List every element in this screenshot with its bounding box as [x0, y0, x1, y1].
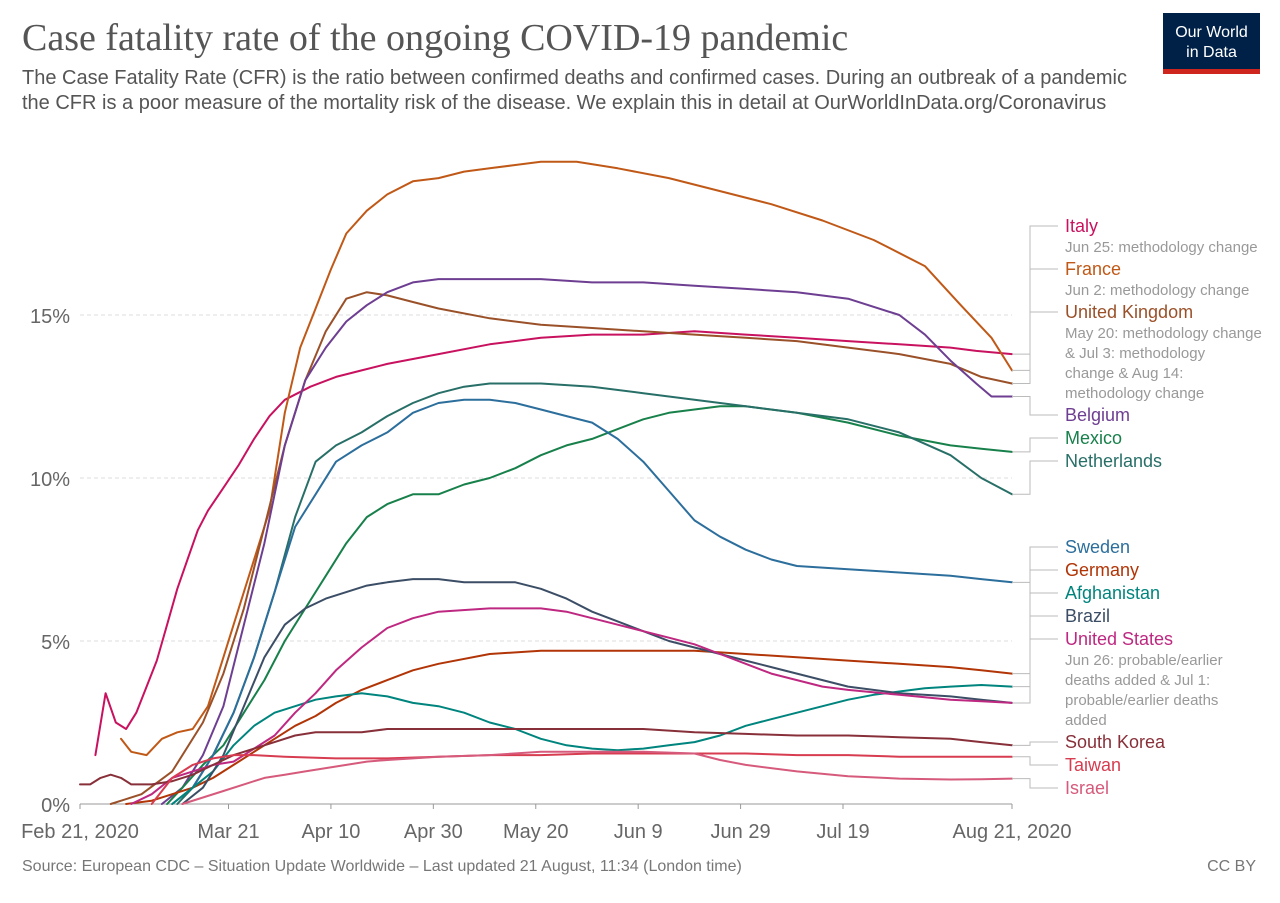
legend-label-netherlands: Netherlands	[1065, 451, 1162, 471]
legend-label-united-kingdom: United Kingdom	[1065, 302, 1193, 322]
y-tick-label: 10%	[30, 469, 70, 491]
series-line-united-kingdom	[109, 291, 1013, 805]
chart-title: Case fatality rate of the ongoing COVID-…	[22, 17, 849, 59]
legend-note-line: Jun 2: methodology change	[1065, 282, 1249, 299]
legend-connector	[1012, 741, 1058, 746]
legend-connector	[1012, 311, 1058, 384]
series-line-united-states	[130, 607, 1013, 805]
x-tick-label: May 20	[503, 821, 569, 843]
legend-connector	[1012, 437, 1058, 453]
x-tick-label: Aug 21, 2020	[953, 821, 1072, 843]
legend-label-belgium: Belgium	[1065, 405, 1130, 425]
legend-label-israel: Israel	[1065, 778, 1109, 798]
y-tick-label: 15%	[30, 306, 70, 328]
license-label[interactable]: CC BY	[1207, 858, 1256, 875]
legend-note: May 20: methodology change & Jul 3: metho…	[1065, 325, 1262, 402]
series-line-brazil	[181, 578, 1013, 805]
series-line-netherlands	[176, 382, 1013, 805]
legend-connector	[1012, 460, 1058, 495]
legend-label-south-korea: South Korea	[1065, 732, 1166, 752]
legend-label-italy: Italy	[1065, 216, 1098, 236]
legend-connector	[1012, 396, 1058, 416]
legend-label-mexico: Mexico	[1065, 428, 1122, 448]
legend-connector	[1012, 569, 1058, 675]
x-tick-label: Apr 30	[404, 821, 463, 843]
series-layer	[79, 160, 1013, 805]
x-tick-label: Jul 19	[816, 821, 869, 843]
logo-line-1: Our World	[1175, 24, 1248, 41]
legend-layer: Italy Jun 25: methodology change France Jun…	[1012, 216, 1262, 798]
chart-subtitle: The Case Fatality Rate (CFR) is the rati…	[22, 67, 1127, 114]
legend-note-line: & Jul 3: methodology	[1065, 345, 1206, 362]
legend-note-line: probable/earlier deaths	[1065, 692, 1218, 709]
legend-connector	[1012, 268, 1058, 371]
logo-line-2: in Data	[1186, 44, 1237, 61]
source-note[interactable]: Source: European CDC – Situation Update …	[22, 858, 742, 875]
owid-logo[interactable]: Our World in Data	[1163, 13, 1260, 74]
legend-label-sweden: Sweden	[1065, 537, 1130, 557]
legend-connector	[1012, 756, 1058, 766]
y-tick-label: 5%	[41, 632, 70, 654]
line-chart: 0% 5% 10% 15% Feb 21, 2020 Mar 21 Apr 10 Apr 30…	[21, 160, 1262, 843]
series-line-afghanistan	[171, 684, 1013, 805]
series-line-south-korea	[79, 728, 1013, 786]
legend-note-line: Jun 25: methodology change	[1065, 239, 1258, 256]
axis-layer: 0% 5% 10% 15% Feb 21, 2020 Mar 21 Apr 10 Apr 30…	[21, 306, 1071, 843]
legend-note-line: May 20: methodology change	[1065, 325, 1262, 342]
logo-accent-bar	[1163, 69, 1260, 74]
legend-note-line: Jun 26: probable/earlier	[1065, 652, 1223, 669]
legend-label-afghanistan: Afghanistan	[1065, 583, 1160, 603]
legend-connector	[1012, 592, 1058, 688]
y-tick-label: 0%	[41, 795, 70, 817]
x-tick-label: Feb 21, 2020	[21, 821, 139, 843]
legend-connector	[1012, 225, 1058, 355]
series-line-france	[120, 160, 1013, 757]
x-tick-label: Jun 9	[614, 821, 663, 843]
series-line-italy	[94, 330, 1013, 757]
grid-layer	[80, 314, 1012, 642]
legend-note: Jun 25: methodology change	[1065, 239, 1258, 256]
legend-connector	[1012, 615, 1058, 704]
legend-label-taiwan: Taiwan	[1065, 755, 1121, 775]
series-line-mexico	[166, 405, 1013, 805]
series-line-germany	[125, 649, 1013, 805]
x-tick-label: Apr 10	[301, 821, 360, 843]
series-line-belgium	[160, 278, 1013, 805]
legend-label-united-states: United States	[1065, 629, 1173, 649]
legend-connector	[1012, 778, 1058, 789]
legend-note-line: methodology change	[1065, 385, 1204, 402]
x-tick-label: Jun 29	[711, 821, 771, 843]
legend-connector	[1012, 546, 1058, 583]
legend-note: Jun 26: probable/earlier deaths added & J…	[1065, 652, 1223, 729]
legend-connector	[1012, 638, 1058, 704]
legend-note-line: change & Aug 14:	[1065, 365, 1183, 382]
legend-label-brazil: Brazil	[1065, 606, 1110, 626]
legend-label-germany: Germany	[1065, 560, 1139, 580]
legend-label-france: France	[1065, 259, 1121, 279]
legend-note-line: added	[1065, 712, 1107, 729]
legend-note: Jun 2: methodology change	[1065, 282, 1249, 299]
x-tick-label: Mar 21	[197, 821, 259, 843]
legend-note-line: deaths added & Jul 1:	[1065, 672, 1210, 689]
series-line-israel	[181, 750, 1013, 805]
series-line-sweden	[171, 398, 1013, 805]
